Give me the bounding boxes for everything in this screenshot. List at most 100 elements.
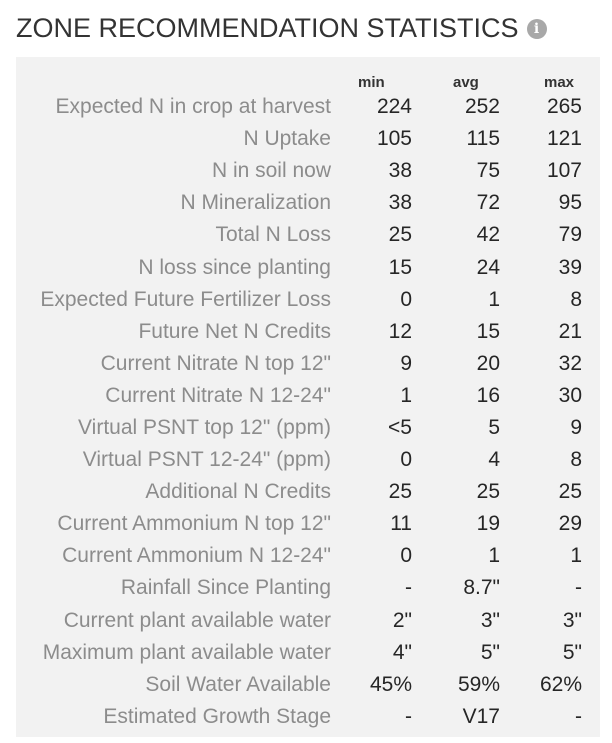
row-label: Total N Loss bbox=[215, 223, 331, 247]
row-label: N Uptake bbox=[243, 127, 331, 151]
value-min: <5 bbox=[388, 415, 412, 439]
value-max: 32 bbox=[558, 351, 582, 375]
value-min: 9 bbox=[400, 351, 412, 375]
value-min: 15 bbox=[388, 255, 412, 279]
table-body: Expected N in crop at harvest 224 252 265 N … bbox=[16, 91, 595, 733]
value-avg: V17 bbox=[462, 704, 500, 728]
value-max: 95 bbox=[558, 191, 582, 215]
value-max: 21 bbox=[558, 319, 582, 343]
table-row: N loss since planting 15 24 39 bbox=[16, 251, 595, 283]
value-min: 11 bbox=[390, 512, 412, 536]
row-label: Current Ammonium N 12-24" bbox=[62, 544, 331, 568]
value-min: 25 bbox=[388, 480, 412, 504]
value-min: 105 bbox=[376, 127, 412, 151]
value-min: 224 bbox=[376, 95, 412, 119]
row-label: N in soil now bbox=[211, 159, 331, 183]
table-row: Additional N Credits 25 25 25 bbox=[16, 476, 595, 508]
value-max: 79 bbox=[558, 223, 582, 247]
value-max: 107 bbox=[546, 159, 582, 183]
value-max: - bbox=[575, 704, 582, 728]
value-avg: 75 bbox=[476, 159, 500, 183]
value-max: 30 bbox=[558, 383, 582, 407]
value-min: 4" bbox=[392, 640, 412, 664]
value-avg: 42 bbox=[476, 223, 500, 247]
table-row: Rainfall Since Planting - 8.7" - bbox=[16, 572, 595, 604]
row-label: Maximum plant available water bbox=[42, 640, 331, 664]
row-label: Future Net N Credits bbox=[138, 319, 331, 343]
value-avg: 3" bbox=[480, 608, 500, 632]
value-avg: 59% bbox=[457, 672, 500, 696]
value-avg: 19 bbox=[476, 512, 500, 536]
value-max: 3" bbox=[562, 608, 582, 632]
table-row: Future Net N Credits 12 15 21 bbox=[16, 316, 595, 348]
row-label: Current plant available water bbox=[63, 608, 331, 632]
value-min: 2" bbox=[392, 608, 412, 632]
column-header-max: max bbox=[544, 74, 575, 91]
value-avg: 1 bbox=[488, 287, 500, 311]
header: ZONE RECOMMENDATION STATISTICS i bbox=[16, 10, 547, 46]
table-row: Total N Loss 25 42 79 bbox=[16, 219, 595, 251]
statistics-panel: min avg max Expected N in crop at harves… bbox=[16, 57, 600, 737]
value-min: 0 bbox=[400, 544, 412, 568]
table-row: Virtual PSNT 12-24" (ppm) 0 4 8 bbox=[16, 444, 595, 476]
column-header-avg: avg bbox=[453, 74, 479, 91]
value-max: 62% bbox=[539, 672, 582, 696]
row-label: Virtual PSNT 12-24" (ppm) bbox=[82, 448, 331, 472]
table-row: Maximum plant available water 4" 5" 5" bbox=[16, 637, 595, 669]
table-header-row: min avg max bbox=[16, 69, 595, 91]
value-min: 0 bbox=[400, 287, 412, 311]
value-avg: 72 bbox=[476, 191, 500, 215]
value-min: 38 bbox=[388, 191, 412, 215]
statistics-table: min avg max Expected N in crop at harves… bbox=[16, 69, 595, 733]
table-row: Current Nitrate N top 12" 9 20 32 bbox=[16, 348, 595, 380]
value-avg: 20 bbox=[476, 351, 500, 375]
table-row: N Mineralization 38 72 95 bbox=[16, 187, 595, 219]
value-max: 1 bbox=[570, 544, 582, 568]
table-row: Current Nitrate N 12-24" 1 16 30 bbox=[16, 380, 595, 412]
value-max: 29 bbox=[558, 512, 582, 536]
value-min: 1 bbox=[400, 383, 412, 407]
row-label: Soil Water Available bbox=[145, 672, 331, 696]
value-min: 38 bbox=[388, 159, 412, 183]
value-avg: 252 bbox=[464, 95, 500, 119]
row-label: Expected N in crop at harvest bbox=[55, 95, 331, 119]
value-min: 0 bbox=[400, 448, 412, 472]
table-row: Virtual PSNT top 12" (ppm) <5 5 9 bbox=[16, 412, 595, 444]
value-max: 5" bbox=[562, 640, 582, 664]
value-max: 39 bbox=[558, 255, 582, 279]
value-max: 9 bbox=[570, 415, 582, 439]
table-row: Current plant available water 2" 3" 3" bbox=[16, 605, 595, 637]
value-avg: 25 bbox=[476, 480, 500, 504]
value-avg: 5 bbox=[488, 415, 500, 439]
row-label: Virtual PSNT top 12" (ppm) bbox=[78, 415, 331, 439]
value-min: 12 bbox=[388, 319, 412, 343]
value-min: 25 bbox=[388, 223, 412, 247]
value-max: 121 bbox=[546, 127, 582, 151]
value-avg: 1 bbox=[488, 544, 500, 568]
row-label: N Mineralization bbox=[180, 191, 331, 215]
table-row: Estimated Growth Stage - V17 - bbox=[16, 701, 595, 733]
table-row: N in soil now 38 75 107 bbox=[16, 155, 595, 187]
value-max: 8 bbox=[570, 287, 582, 311]
value-min: - bbox=[405, 576, 412, 600]
value-avg: 4 bbox=[488, 448, 500, 472]
row-label: Current Nitrate N 12-24" bbox=[105, 383, 331, 407]
row-label: Current Ammonium N top 12" bbox=[57, 512, 331, 536]
row-label: N loss since planting bbox=[138, 255, 331, 279]
value-avg: 115 bbox=[466, 127, 500, 151]
value-max: - bbox=[575, 576, 582, 600]
page-title: ZONE RECOMMENDATION STATISTICS bbox=[16, 12, 519, 43]
table-row: Expected Future Fertilizer Loss 0 1 8 bbox=[16, 284, 595, 316]
value-max: 8 bbox=[570, 448, 582, 472]
value-avg: 5" bbox=[480, 640, 500, 664]
table-row: Expected N in crop at harvest 224 252 265 bbox=[16, 91, 595, 123]
info-icon[interactable]: i bbox=[526, 19, 547, 39]
table-row: Current Ammonium N top 12" 11 19 29 bbox=[16, 508, 595, 540]
row-label: Expected Future Fertilizer Loss bbox=[40, 287, 331, 311]
value-min: 45% bbox=[369, 672, 412, 696]
row-label: Additional N Credits bbox=[145, 480, 331, 504]
row-label: Current Nitrate N top 12" bbox=[100, 351, 331, 375]
value-avg: 24 bbox=[476, 255, 500, 279]
table-row: Soil Water Available 45% 59% 62% bbox=[16, 669, 595, 701]
value-avg: 8.7" bbox=[463, 576, 500, 600]
